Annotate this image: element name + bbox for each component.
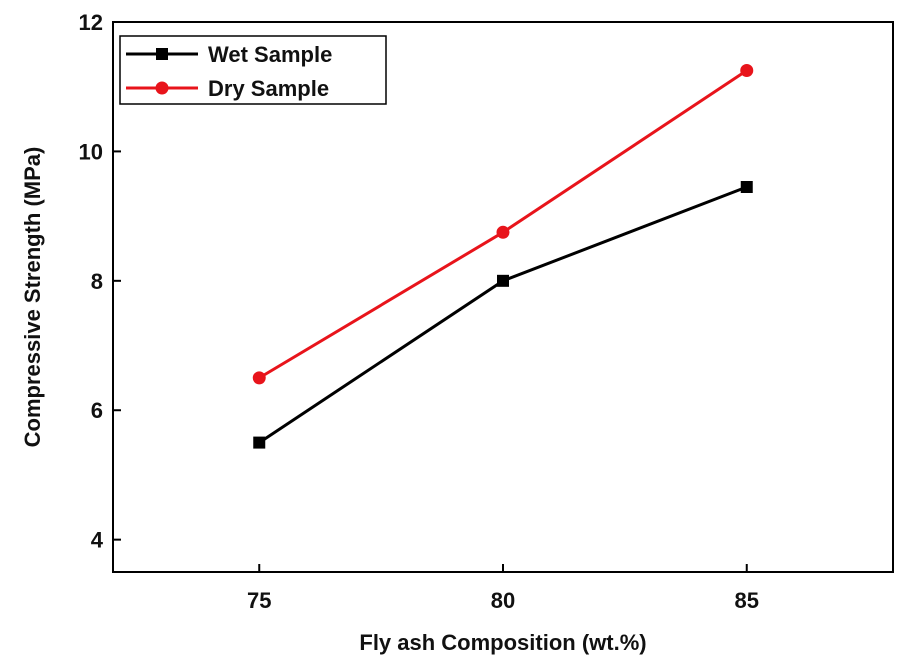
y-axis-title: Compressive Strength (MPa) — [20, 147, 45, 448]
series-dry-sample — [252, 64, 754, 385]
legend: Wet Sample Dry Sample — [119, 35, 387, 105]
legend-label: Wet Sample — [208, 42, 332, 67]
y-tick-label: 4 — [91, 528, 104, 553]
data-point — [252, 371, 266, 385]
legend-marker — [156, 48, 168, 60]
data-point — [497, 274, 509, 287]
x-tick-label: 75 — [247, 588, 271, 613]
series-line — [258, 185, 748, 444]
data-series — [252, 64, 754, 449]
series-line — [258, 69, 748, 380]
y-tick-label: 6 — [91, 398, 103, 423]
data-point — [253, 436, 266, 449]
series-wet-sample — [253, 181, 753, 449]
axis-tick-labels: 4 6 8 10 12 75 80 85 — [79, 10, 759, 613]
legend-item: Dry Sample — [126, 76, 329, 101]
legend-item: Wet Sample — [126, 42, 332, 67]
legend-marker — [155, 81, 169, 95]
y-tick-label: 10 — [79, 139, 103, 164]
data-point — [740, 64, 754, 78]
data-point — [740, 181, 753, 193]
legend-label: Dry Sample — [208, 76, 329, 101]
y-tick-label: 12 — [79, 10, 103, 35]
axis-ticks — [113, 21, 748, 572]
x-tick-label: 80 — [491, 588, 515, 613]
data-point — [496, 225, 510, 239]
x-tick-label: 85 — [735, 588, 759, 613]
x-axis-title: Fly ash Composition (wt.%) — [359, 630, 646, 655]
y-tick-label: 8 — [91, 269, 103, 294]
